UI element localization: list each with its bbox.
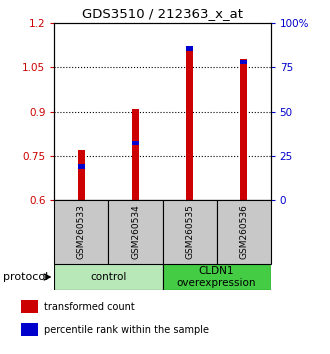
FancyBboxPatch shape bbox=[54, 264, 162, 290]
Title: GDS3510 / 212363_x_at: GDS3510 / 212363_x_at bbox=[82, 7, 243, 21]
Bar bbox=[132, 109, 139, 200]
Text: CLDN1
overexpression: CLDN1 overexpression bbox=[177, 266, 256, 288]
Text: transformed count: transformed count bbox=[44, 302, 135, 312]
FancyBboxPatch shape bbox=[216, 200, 271, 264]
Text: percentile rank within the sample: percentile rank within the sample bbox=[44, 325, 209, 335]
FancyBboxPatch shape bbox=[109, 200, 162, 264]
Text: GSM260536: GSM260536 bbox=[239, 204, 248, 259]
Text: GSM260533: GSM260533 bbox=[77, 204, 86, 259]
Text: GSM260534: GSM260534 bbox=[131, 205, 140, 259]
Bar bbox=[240, 59, 247, 200]
FancyBboxPatch shape bbox=[54, 200, 109, 264]
Bar bbox=[132, 141, 139, 145]
FancyBboxPatch shape bbox=[162, 200, 216, 264]
Text: protocol: protocol bbox=[3, 272, 49, 282]
Text: GSM260535: GSM260535 bbox=[185, 204, 194, 259]
Bar bbox=[240, 59, 247, 64]
Bar bbox=[78, 164, 85, 169]
Text: control: control bbox=[90, 272, 127, 282]
Bar bbox=[186, 47, 193, 200]
Bar bbox=[78, 150, 85, 200]
FancyBboxPatch shape bbox=[162, 264, 271, 290]
Bar bbox=[21, 323, 38, 336]
Bar bbox=[186, 46, 193, 51]
Bar bbox=[21, 300, 38, 313]
